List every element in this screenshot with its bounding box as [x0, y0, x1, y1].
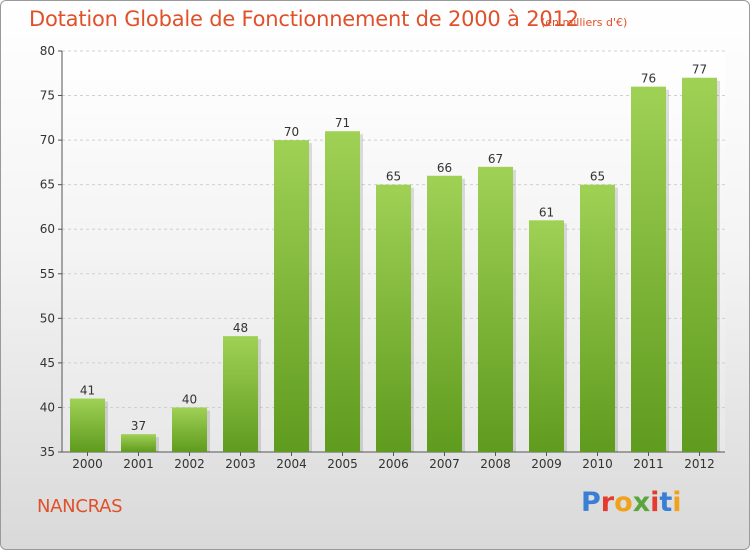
x-tick-label: 2008	[480, 457, 511, 471]
bar	[274, 140, 309, 452]
logo-letter: t	[659, 487, 673, 518]
x-tick-label: 2005	[327, 457, 358, 471]
y-tick-label: 60	[40, 222, 55, 236]
x-tick-label: 2000	[72, 457, 103, 471]
bar-value-label: 77	[692, 63, 707, 77]
y-tick-label: 75	[40, 89, 55, 103]
bar-value-label: 37	[131, 419, 146, 433]
x-tick-label: 2004	[276, 457, 307, 471]
y-tick-label: 45	[40, 356, 55, 370]
bar-value-label: 71	[335, 116, 350, 130]
x-tick-label: 2002	[174, 457, 205, 471]
bar	[631, 86, 666, 453]
x-tick-label: 2012	[684, 457, 715, 471]
x-tick-label: 2001	[123, 457, 154, 471]
bar-value-label: 76	[641, 72, 656, 86]
x-tick-label: 2009	[531, 457, 562, 471]
y-tick-label: 80	[40, 44, 55, 58]
y-tick-label: 55	[40, 267, 55, 281]
x-tick-label: 2010	[582, 457, 613, 471]
bar-value-label: 66	[437, 161, 452, 175]
bar-value-label: 61	[539, 205, 554, 219]
bar	[70, 398, 105, 452]
bar-value-label: 65	[386, 170, 401, 184]
bar	[580, 184, 615, 452]
x-tick-label: 2011	[633, 457, 664, 471]
commune-name: NANCRAS	[37, 496, 123, 517]
bar-value-label: 48	[233, 321, 248, 335]
proxiti-logo: Proxiti	[581, 487, 682, 518]
bar	[529, 220, 564, 452]
x-tick-label: 2006	[378, 457, 409, 471]
bar	[325, 131, 360, 452]
bar-value-label: 70	[284, 125, 299, 139]
logo-letter: x	[632, 487, 651, 518]
bar	[478, 166, 513, 452]
x-tick-label: 2007	[429, 457, 460, 471]
bar	[376, 184, 411, 452]
logo-letter: i	[650, 487, 660, 518]
bar-value-label: 65	[590, 170, 605, 184]
y-tick-label: 70	[40, 133, 55, 147]
logo-letter: r	[600, 487, 615, 518]
y-tick-label: 40	[40, 400, 55, 414]
bar	[223, 336, 258, 452]
bar-value-label: 41	[80, 384, 95, 398]
bar	[172, 407, 207, 452]
bar	[427, 175, 462, 452]
y-tick-label: 35	[40, 445, 55, 459]
y-tick-label: 50	[40, 311, 55, 325]
logo-letter: P	[581, 487, 601, 518]
bar	[121, 434, 156, 452]
logo-letter: i	[672, 487, 682, 518]
bar	[682, 77, 717, 452]
x-tick-label: 2003	[225, 457, 256, 471]
logo-letter: o	[614, 487, 633, 518]
y-tick-label: 65	[40, 178, 55, 192]
bar-value-label: 40	[182, 392, 197, 406]
chart-title: Dotation Globale de Fonctionnement de 20…	[29, 7, 579, 31]
chart-unit: (en milliers d'€)	[541, 16, 628, 29]
bar-value-label: 67	[488, 152, 503, 166]
